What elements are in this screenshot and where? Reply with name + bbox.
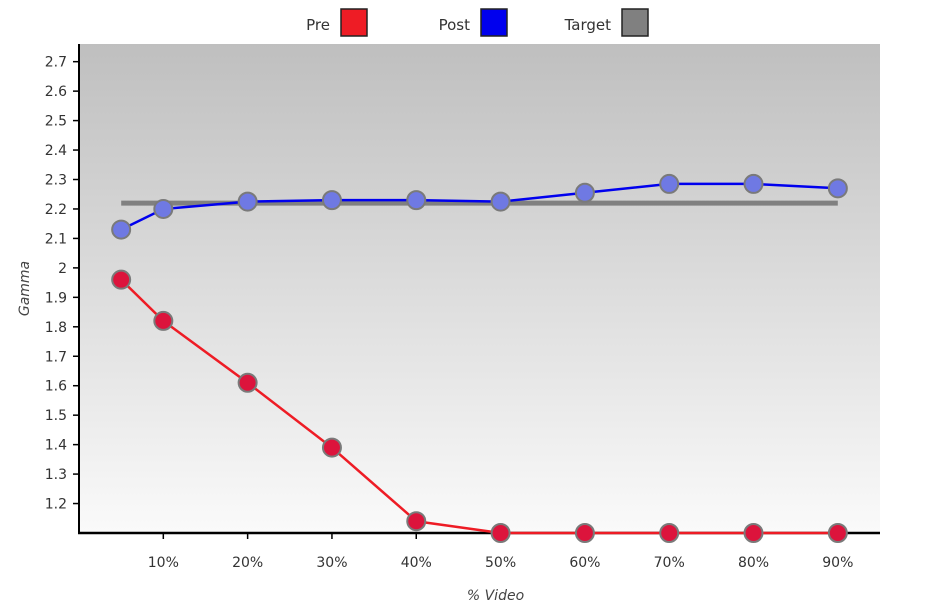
post-point: [153, 198, 174, 219]
series-pre: [111, 269, 848, 543]
y-tick-label: 1.8: [45, 320, 67, 336]
post-point: [574, 182, 595, 203]
y-tick-label: 1.3: [45, 467, 67, 483]
post-point: [743, 173, 764, 194]
y-tick-label: 2.3: [45, 173, 67, 189]
post-point: [659, 173, 680, 194]
y-tick-label: 1.6: [45, 379, 67, 395]
post-point: [237, 191, 258, 212]
y-tick-label: 1.9: [45, 290, 67, 306]
pre-point: [490, 523, 511, 543]
pre-point: [659, 523, 680, 543]
legend-swatch: [340, 8, 368, 37]
legend-item-pre: Pre: [306, 8, 368, 37]
plot-area: [79, 44, 880, 533]
post-point: [490, 191, 511, 212]
pre-point: [406, 511, 427, 532]
legend-label: Target: [564, 16, 612, 34]
x-tick-label: 80%: [738, 555, 769, 571]
x-tick-label: 50%: [485, 555, 516, 571]
pre-point: [237, 372, 258, 393]
legend-item-post: Post: [439, 8, 508, 37]
x-tick-label: 70%: [654, 555, 685, 571]
x-tick-label: 20%: [232, 555, 263, 571]
y-tick-label: 1.2: [45, 497, 67, 513]
pre-point: [153, 310, 174, 331]
x-tick-label: 30%: [316, 555, 347, 571]
legend-label: Post: [439, 16, 471, 34]
post-line: [120, 182, 838, 231]
y-axis-ticks: 1.2 1.3 1.4 1.5 1.6 1.7 1.8 1.9 2 2.1 2.2 2.3 2.4 2.5…: [45, 55, 79, 513]
pre-point: [321, 437, 342, 458]
y-tick-label: 2.4: [45, 143, 67, 159]
pre-point: [827, 523, 848, 543]
x-axis-title: % Video: [467, 588, 524, 604]
y-tick-label: 2.7: [45, 55, 67, 71]
legend-swatch: [480, 8, 508, 37]
post-point: [321, 190, 342, 211]
legend-item-target: Target: [564, 8, 649, 37]
y-tick-label: 2: [58, 261, 67, 277]
pre-point: [574, 523, 595, 543]
y-tick-label: 2.2: [45, 202, 67, 218]
y-tick-label: 2.1: [45, 231, 67, 247]
pre-line: [120, 278, 838, 535]
y-axis-title: Gamma: [17, 261, 33, 316]
x-tick-label: 90%: [822, 555, 853, 571]
x-tick-label: 10%: [148, 555, 179, 571]
y-tick-label: 1.4: [45, 438, 67, 454]
post-point: [406, 190, 427, 211]
series-layer: [111, 173, 848, 543]
series-post: [111, 173, 848, 240]
y-tick-label: 2.6: [45, 84, 67, 100]
pre-point: [111, 269, 132, 290]
y-tick-label: 1.7: [45, 349, 67, 365]
legend-label: Pre: [306, 16, 330, 34]
x-tick-label: 40%: [401, 555, 432, 571]
y-tick-label: 2.5: [45, 114, 67, 130]
post-point: [111, 219, 132, 240]
post-point: [827, 178, 848, 199]
pre-point: [743, 523, 764, 543]
x-axis-ticks: 10% 20% 30% 40% 50% 60% 70% 80% 90%: [148, 533, 853, 571]
x-tick-label: 60%: [569, 555, 600, 571]
legend-swatch: [621, 8, 649, 37]
legend: Pre Post Target: [306, 8, 649, 37]
y-tick-label: 1.5: [45, 408, 67, 424]
